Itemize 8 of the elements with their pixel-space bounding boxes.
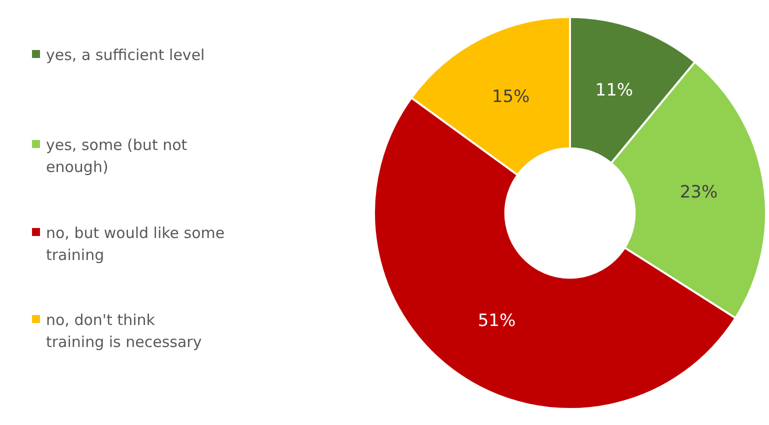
data-label: 15% [492, 86, 530, 107]
legend-label: no, but would like some training [46, 224, 225, 264]
data-label: 23% [680, 182, 718, 203]
data-label: 51% [478, 310, 516, 331]
legend-label: yes, a sufficient level [46, 46, 205, 64]
legend-label: yes, some (but not enough) [46, 136, 188, 176]
data-label: 11% [595, 80, 634, 100]
legend-label: no, don't think training is necessary [46, 311, 202, 351]
